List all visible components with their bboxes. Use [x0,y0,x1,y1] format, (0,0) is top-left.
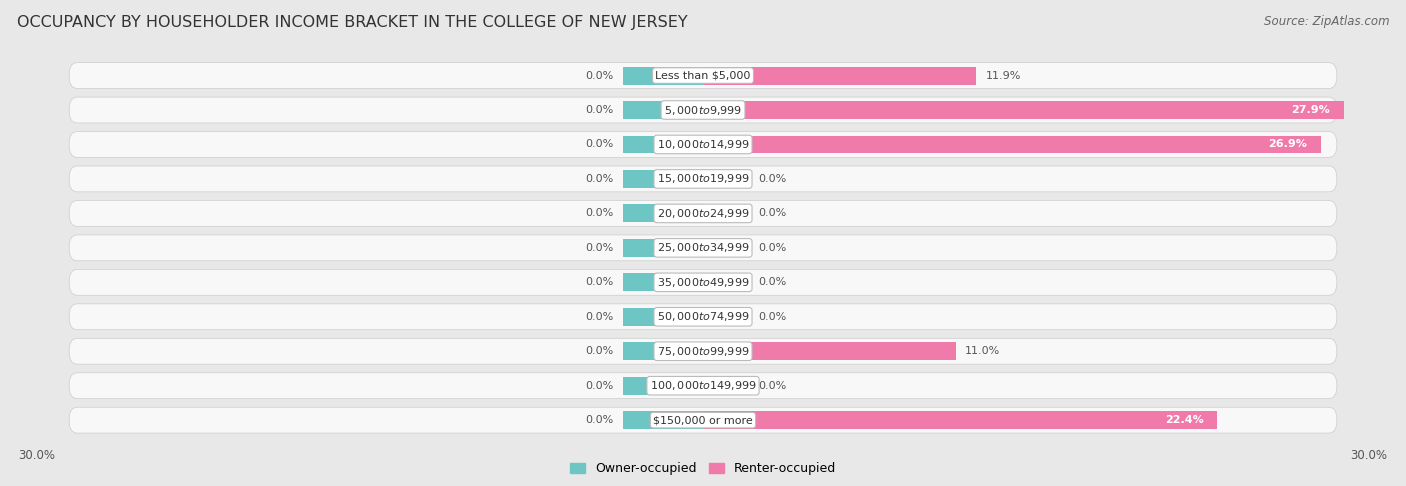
Bar [703,136,1320,154]
Text: Source: ZipAtlas.com: Source: ZipAtlas.com [1264,15,1389,28]
FancyBboxPatch shape [69,63,1337,88]
Text: 27.9%: 27.9% [1291,105,1330,115]
Text: 0.0%: 0.0% [585,278,613,287]
Text: 11.0%: 11.0% [965,346,1000,356]
FancyBboxPatch shape [69,132,1337,157]
Bar [623,308,703,326]
FancyBboxPatch shape [69,269,1337,295]
Text: 0.0%: 0.0% [758,208,786,218]
Bar [703,170,749,188]
Text: 30.0%: 30.0% [1350,450,1388,463]
Bar [623,411,703,429]
Bar [703,101,1344,119]
Text: $100,000 to $149,999: $100,000 to $149,999 [650,379,756,392]
Bar [623,273,703,291]
FancyBboxPatch shape [69,407,1337,433]
Text: 0.0%: 0.0% [758,174,786,184]
Bar [623,136,703,154]
Text: $35,000 to $49,999: $35,000 to $49,999 [657,276,749,289]
Text: 0.0%: 0.0% [585,139,613,150]
FancyBboxPatch shape [69,166,1337,192]
Bar [703,342,956,360]
Text: OCCUPANCY BY HOUSEHOLDER INCOME BRACKET IN THE COLLEGE OF NEW JERSEY: OCCUPANCY BY HOUSEHOLDER INCOME BRACKET … [17,15,688,30]
Text: 0.0%: 0.0% [585,415,613,425]
Text: 0.0%: 0.0% [585,243,613,253]
Bar [623,342,703,360]
FancyBboxPatch shape [69,235,1337,261]
Text: $150,000 or more: $150,000 or more [654,415,752,425]
FancyBboxPatch shape [69,304,1337,330]
Text: 30.0%: 30.0% [18,450,56,463]
Bar [703,273,749,291]
Text: $10,000 to $14,999: $10,000 to $14,999 [657,138,749,151]
Bar [703,239,749,257]
Bar [623,101,703,119]
Text: $50,000 to $74,999: $50,000 to $74,999 [657,310,749,323]
FancyBboxPatch shape [69,338,1337,364]
Bar [623,170,703,188]
Bar [623,377,703,395]
Text: 0.0%: 0.0% [585,381,613,391]
FancyBboxPatch shape [69,373,1337,399]
Bar [623,205,703,223]
Text: 0.0%: 0.0% [585,105,613,115]
Text: 0.0%: 0.0% [758,381,786,391]
Text: 0.0%: 0.0% [585,208,613,218]
Bar [703,67,976,85]
Bar [623,239,703,257]
Text: $5,000 to $9,999: $5,000 to $9,999 [664,104,742,117]
Text: 11.9%: 11.9% [986,70,1021,81]
Bar [703,411,1218,429]
Text: 0.0%: 0.0% [758,278,786,287]
Text: 0.0%: 0.0% [585,312,613,322]
Text: 0.0%: 0.0% [758,243,786,253]
Bar [703,377,749,395]
Text: 26.9%: 26.9% [1268,139,1308,150]
Text: 0.0%: 0.0% [758,312,786,322]
Text: 0.0%: 0.0% [585,70,613,81]
Bar [703,205,749,223]
Text: 0.0%: 0.0% [585,174,613,184]
FancyBboxPatch shape [69,97,1337,123]
FancyBboxPatch shape [69,200,1337,226]
Text: 0.0%: 0.0% [585,346,613,356]
Text: 22.4%: 22.4% [1166,415,1204,425]
Text: $15,000 to $19,999: $15,000 to $19,999 [657,173,749,186]
Text: $20,000 to $24,999: $20,000 to $24,999 [657,207,749,220]
Bar [703,308,749,326]
Text: $75,000 to $99,999: $75,000 to $99,999 [657,345,749,358]
Bar [623,67,703,85]
Text: $25,000 to $34,999: $25,000 to $34,999 [657,242,749,254]
Text: Less than $5,000: Less than $5,000 [655,70,751,81]
Legend: Owner-occupied, Renter-occupied: Owner-occupied, Renter-occupied [565,457,841,481]
